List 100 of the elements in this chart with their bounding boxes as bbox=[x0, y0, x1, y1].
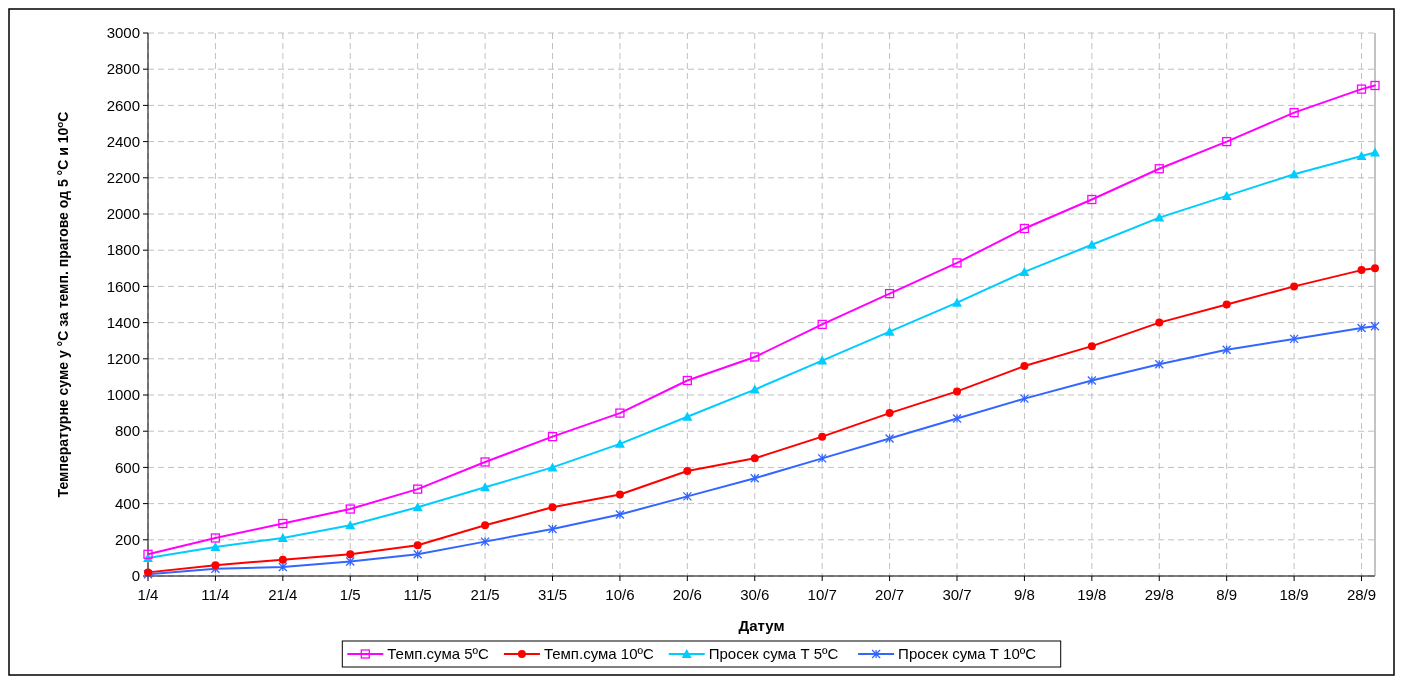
x-tick-label: 20/6 bbox=[672, 586, 702, 603]
point bbox=[547, 462, 558, 472]
legend-label: Темп.сума 5ºC bbox=[387, 645, 490, 663]
point bbox=[615, 509, 625, 520]
y-tick-label: 1600 bbox=[106, 277, 140, 295]
point bbox=[345, 504, 355, 514]
point bbox=[210, 533, 221, 543]
y-tick-label: 2000 bbox=[106, 205, 140, 223]
x-tick-label: 10/7 bbox=[807, 586, 837, 603]
y-tick-label: 200 bbox=[114, 531, 140, 549]
y-tick-label: 1800 bbox=[106, 241, 140, 259]
y-tick-label: 800 bbox=[114, 422, 140, 440]
y-tick-label: 600 bbox=[114, 458, 140, 476]
x-axis-title: Датум bbox=[738, 617, 785, 634]
y-tick-label: 1000 bbox=[106, 386, 140, 404]
y-tick-label: 2400 bbox=[106, 132, 140, 150]
point bbox=[547, 431, 558, 442]
x-tick-label: 10/6 bbox=[605, 586, 635, 603]
point bbox=[412, 502, 423, 512]
point bbox=[277, 532, 288, 542]
point bbox=[413, 549, 423, 559]
x-tick-label: 21/5 bbox=[470, 586, 500, 603]
y-tick-label: 2800 bbox=[106, 60, 140, 78]
x-tick-label: 19/8 bbox=[1077, 586, 1107, 603]
point bbox=[480, 457, 490, 467]
point bbox=[884, 433, 895, 444]
point bbox=[750, 473, 760, 483]
y-tick-label: 3000 bbox=[106, 24, 140, 42]
point bbox=[1222, 345, 1232, 355]
point bbox=[548, 503, 557, 512]
point bbox=[1222, 136, 1232, 147]
point bbox=[1289, 107, 1299, 118]
x-tick-label: 11/4 bbox=[201, 586, 230, 603]
legend-label: Темп.сума 10ºC bbox=[543, 645, 654, 663]
point bbox=[750, 454, 759, 463]
point bbox=[952, 413, 962, 424]
point bbox=[1019, 223, 1030, 234]
point bbox=[683, 467, 692, 476]
y-tick-label: 1400 bbox=[106, 313, 140, 331]
point bbox=[682, 375, 692, 386]
point bbox=[210, 542, 221, 552]
x-tick-label: 1/4 bbox=[137, 586, 159, 603]
x-tick-label: 21/4 bbox=[268, 586, 298, 603]
point bbox=[1370, 80, 1380, 91]
point bbox=[1290, 282, 1299, 291]
point bbox=[952, 297, 963, 307]
point bbox=[278, 518, 288, 529]
point bbox=[885, 409, 894, 418]
legend-label: Просек сума Т 5ºC bbox=[708, 645, 839, 663]
y-tick-label: 0 bbox=[131, 567, 140, 585]
point bbox=[884, 326, 895, 336]
point bbox=[1154, 164, 1164, 174]
point bbox=[615, 490, 624, 499]
point bbox=[952, 258, 962, 268]
point bbox=[1087, 342, 1096, 351]
point bbox=[1087, 194, 1097, 205]
point bbox=[817, 355, 828, 365]
point bbox=[818, 432, 827, 441]
point bbox=[682, 491, 692, 502]
point bbox=[346, 550, 355, 559]
y-tick-label: 2600 bbox=[106, 96, 140, 114]
point bbox=[1356, 84, 1367, 94]
point bbox=[1356, 151, 1367, 161]
x-tick-label: 11/5 bbox=[403, 586, 432, 603]
point bbox=[1019, 266, 1030, 276]
point bbox=[1086, 239, 1097, 249]
x-tick-label: 31/5 bbox=[537, 586, 568, 603]
point bbox=[953, 387, 962, 396]
point bbox=[1155, 318, 1164, 327]
y-tick-label: 400 bbox=[114, 494, 140, 512]
point bbox=[547, 524, 558, 534]
y-tick-label: 2200 bbox=[106, 169, 140, 187]
point bbox=[1289, 334, 1299, 344]
point bbox=[682, 411, 693, 421]
point bbox=[750, 352, 760, 362]
x-tick-label: 28/9 bbox=[1346, 586, 1377, 603]
x-tick-label: 8/9 bbox=[1216, 586, 1238, 603]
point bbox=[1370, 321, 1380, 331]
point bbox=[1222, 300, 1231, 309]
point bbox=[1357, 266, 1366, 275]
point bbox=[413, 541, 422, 550]
point bbox=[614, 438, 625, 448]
x-tick-label: 1/5 bbox=[339, 586, 361, 603]
legend-label: Просек сума Т 10ºC bbox=[898, 645, 1037, 663]
point bbox=[211, 561, 220, 570]
point bbox=[1356, 323, 1367, 333]
point bbox=[1019, 393, 1030, 404]
x-tick-label: 30/6 bbox=[740, 586, 770, 603]
point bbox=[1020, 362, 1029, 371]
point bbox=[884, 288, 895, 299]
point bbox=[480, 482, 491, 492]
x-tick-label: 29/8 bbox=[1144, 586, 1174, 603]
x-tick-label: 18/9 bbox=[1279, 586, 1309, 603]
y-tick-label: 1200 bbox=[106, 350, 140, 368]
point bbox=[749, 384, 760, 394]
x-tick-label: 20/7 bbox=[874, 586, 905, 603]
point bbox=[480, 536, 490, 547]
point bbox=[1087, 375, 1097, 386]
point bbox=[817, 319, 827, 330]
point bbox=[1221, 190, 1232, 200]
